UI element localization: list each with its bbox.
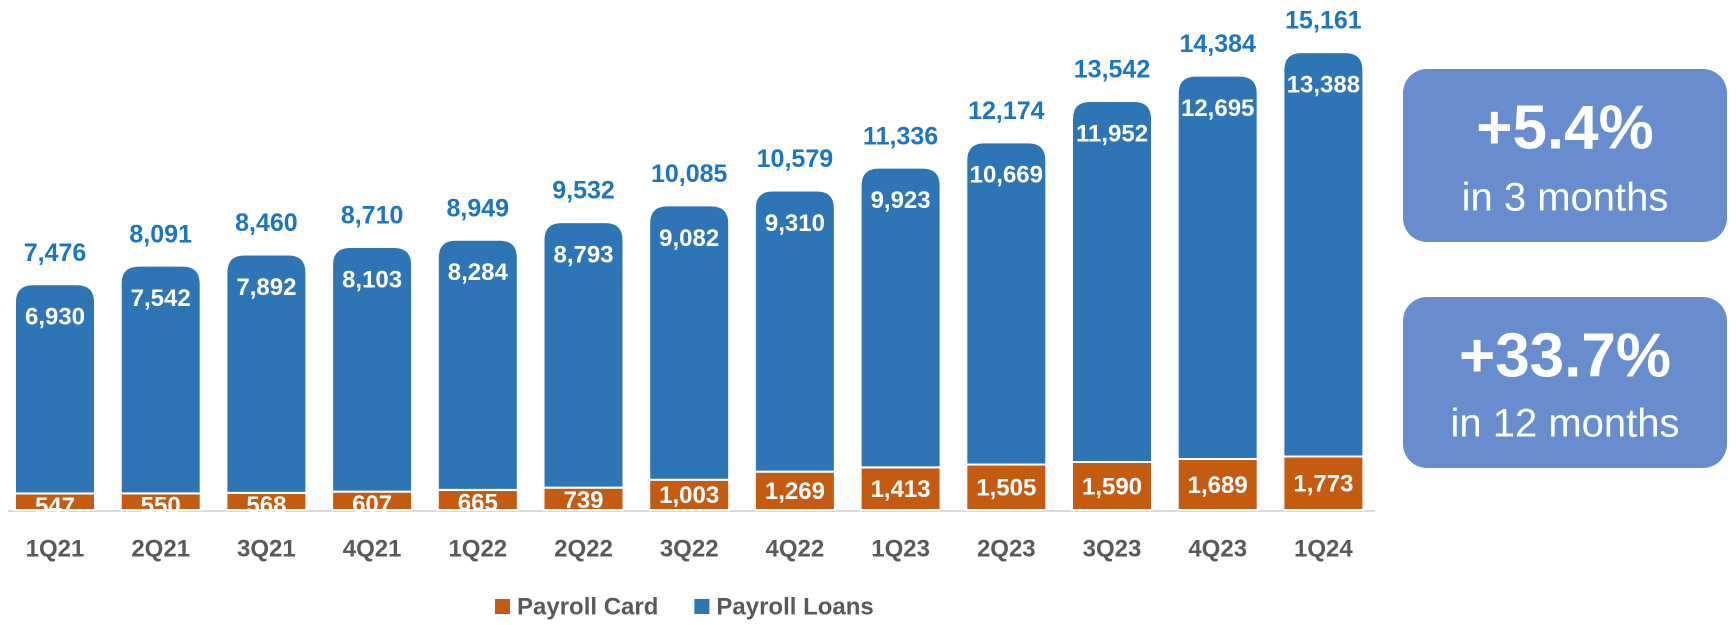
bar-segment — [648, 204, 731, 481]
x-tick-label: 4Q22 — [766, 535, 825, 562]
segment-label: 1,773 — [1293, 471, 1353, 498]
total-label: 10,579 — [757, 145, 833, 173]
x-tick-label: 1Q21 — [26, 535, 85, 562]
total-label: 12,174 — [968, 97, 1045, 125]
total-label: 10,085 — [651, 160, 728, 188]
segment-label: 8,103 — [342, 266, 402, 293]
segment-label: 739 — [563, 487, 603, 514]
x-tick-label: 1Q24 — [1294, 535, 1353, 562]
bar-segment — [965, 141, 1048, 466]
bar-segment — [542, 221, 625, 489]
callout-value: +5.4% — [1476, 93, 1654, 162]
x-tick-label: 3Q23 — [1083, 535, 1142, 562]
total-label: 14,384 — [1179, 30, 1256, 58]
bar-segment — [1282, 455, 1365, 512]
total-label: 8,710 — [341, 202, 404, 230]
total-label: 9,532 — [552, 177, 615, 205]
callout-value: +33.7% — [1459, 321, 1671, 390]
x-tick-label: 2Q21 — [131, 535, 190, 562]
segment-label: 6,930 — [25, 304, 85, 331]
callout-text: in 12 months — [1450, 402, 1679, 446]
legend-swatch — [495, 599, 510, 614]
segment-label: 7,892 — [236, 274, 296, 301]
legend-label: Payroll Loans — [716, 593, 873, 620]
segment-label: 568 — [246, 492, 286, 519]
total-label: 7,476 — [24, 239, 87, 267]
segment-label: 550 — [141, 493, 181, 520]
segment-label: 1,003 — [659, 482, 719, 509]
segment-label: 13,388 — [1287, 71, 1360, 98]
x-tick-label: 2Q23 — [977, 535, 1036, 562]
segment-label: 547 — [35, 493, 75, 520]
segment-label: 1,505 — [976, 475, 1036, 502]
x-tick-label: 3Q21 — [237, 535, 296, 562]
segment-label: 12,695 — [1181, 95, 1254, 122]
segment-label: 7,542 — [131, 285, 191, 312]
segment-label: 8,284 — [448, 259, 509, 286]
bar-segment — [753, 470, 836, 512]
bar-segment — [1176, 74, 1259, 460]
bar-segment — [225, 253, 308, 494]
total-label: 13,542 — [1074, 56, 1150, 84]
segment-label: 9,310 — [765, 210, 825, 237]
segment-label: 9,082 — [659, 225, 719, 252]
bar-segment — [1071, 100, 1153, 463]
x-tick-label: 3Q22 — [660, 535, 719, 562]
segment-label: 9,923 — [871, 187, 931, 214]
segment-label: 607 — [352, 491, 392, 518]
total-label: 11,336 — [863, 122, 938, 150]
bar-segment — [648, 478, 731, 512]
x-tick-label: 4Q21 — [343, 535, 402, 562]
x-tick-label: 4Q23 — [1188, 535, 1247, 562]
bar-segment — [14, 283, 96, 495]
callout-box — [1403, 297, 1727, 468]
bar-segment — [436, 238, 519, 491]
total-label: 8,460 — [235, 209, 298, 237]
total-label: 8,949 — [447, 194, 510, 222]
segment-label: 11,952 — [1076, 120, 1148, 147]
segment-label: 1,590 — [1082, 473, 1142, 500]
bar-segment — [331, 245, 414, 493]
bar-segment — [859, 166, 942, 469]
x-tick-label: 1Q23 — [871, 535, 930, 562]
x-tick-label: 1Q22 — [448, 535, 507, 562]
segment-label: 665 — [458, 489, 498, 516]
bar-segment — [119, 264, 202, 495]
legend-swatch — [694, 599, 710, 614]
legend-label: Payroll Card — [517, 593, 658, 620]
segment-label: 1,689 — [1188, 472, 1248, 499]
bar-segment — [1176, 457, 1259, 511]
segment-label: 1,413 — [871, 476, 931, 503]
bar-segment — [1282, 51, 1365, 458]
segment-label: 8,793 — [553, 241, 613, 268]
bar-segment — [753, 189, 836, 473]
segment-label: 10,669 — [970, 162, 1043, 189]
total-label: 8,091 — [129, 220, 192, 248]
bar-segment — [1071, 460, 1153, 511]
x-tick-label: 2Q22 — [554, 535, 613, 562]
total-label: 15,161 — [1285, 7, 1362, 35]
callout-box — [1403, 69, 1727, 242]
segment-label: 1,269 — [765, 478, 825, 505]
callout-text: in 3 months — [1462, 176, 1669, 220]
